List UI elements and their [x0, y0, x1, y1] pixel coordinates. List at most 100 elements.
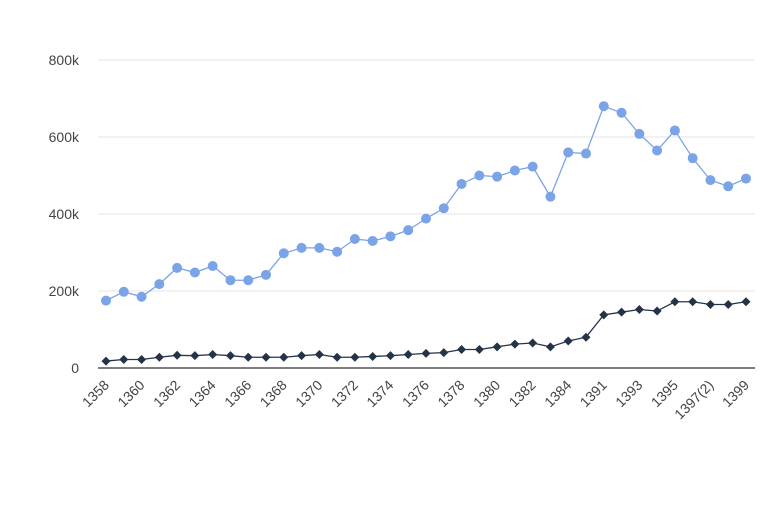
series-2: [101, 297, 751, 366]
data-point: [243, 352, 253, 362]
data-point: [705, 175, 716, 186]
data-point: [172, 262, 183, 273]
x-tick-label: 1360: [114, 377, 147, 410]
data-point: [261, 269, 271, 280]
data-point: [545, 191, 556, 202]
x-tick-label: 1368: [257, 377, 290, 410]
data-point: [581, 148, 591, 159]
data-point: [101, 295, 111, 306]
data-point: [137, 355, 147, 365]
data-point: [136, 291, 147, 302]
x-tick-label: 1358: [79, 377, 112, 410]
data-point: [421, 348, 431, 358]
data-point: [297, 351, 307, 361]
series-layer: [101, 101, 751, 366]
data-point: [670, 297, 680, 307]
data-point: [492, 171, 503, 182]
data-point: [190, 351, 200, 361]
data-point: [350, 352, 360, 362]
data-point: [616, 107, 627, 118]
x-tick-label: 1391: [577, 377, 610, 410]
data-point: [314, 350, 324, 360]
data-point: [189, 267, 200, 278]
x-tick-label: 1382: [505, 377, 538, 410]
data-point: [385, 231, 396, 242]
y-axis-tick-labels: 0 200k 400k 600k 800k: [49, 52, 80, 376]
x-tick-label: 1393: [612, 377, 645, 410]
data-point: [705, 299, 715, 309]
data-point: [439, 348, 449, 358]
data-point: [669, 125, 680, 136]
data-point: [207, 260, 218, 271]
data-point: [563, 336, 573, 346]
data-point: [741, 297, 751, 307]
data-point: [688, 297, 698, 307]
x-tick-label: 1366: [221, 377, 254, 410]
data-point: [563, 147, 574, 158]
data-point: [261, 352, 271, 362]
x-tick-label: 1370: [292, 377, 325, 410]
data-point: [101, 356, 111, 366]
data-point: [652, 145, 663, 156]
data-point: [119, 355, 129, 365]
data-point: [723, 181, 734, 192]
data-point: [652, 306, 662, 316]
data-point: [528, 338, 538, 348]
data-point: [581, 332, 591, 342]
data-point: [403, 350, 413, 360]
x-tick-label: 1380: [470, 377, 503, 410]
x-tick-label: 1376: [399, 377, 432, 410]
data-point: [154, 352, 164, 362]
data-point: [172, 350, 182, 360]
x-tick-label: 1384: [541, 377, 574, 410]
data-point: [367, 235, 378, 246]
data-point: [474, 170, 485, 181]
data-point: [492, 342, 502, 352]
data-point: [741, 173, 751, 184]
data-point: [403, 225, 414, 236]
data-point: [723, 299, 733, 309]
data-point: [438, 203, 449, 214]
x-tick-label: 1374: [363, 377, 396, 410]
x-tick-label: 1397(2): [671, 377, 716, 422]
data-point: [225, 275, 236, 286]
data-point: [296, 242, 307, 253]
data-point: [510, 339, 520, 349]
data-point: [368, 351, 378, 361]
data-point: [332, 352, 342, 362]
y-tick-label: 600k: [49, 129, 80, 145]
x-axis-tick-labels: 1358 1360 1362 1364 1366 1368 1370 1372 1374 1376…: [79, 377, 752, 423]
data-point: [385, 351, 395, 361]
y-tick-label: 400k: [49, 206, 80, 222]
x-tick-label: 1372: [328, 377, 361, 410]
y-tick-label: 800k: [49, 52, 80, 68]
x-tick-label: 1399: [719, 377, 752, 410]
data-point: [634, 128, 645, 139]
data-point: [598, 101, 609, 112]
data-point: [421, 213, 431, 224]
series-1: [101, 101, 751, 306]
data-point: [349, 234, 360, 245]
data-point: [243, 275, 254, 286]
x-tick-label: 1362: [150, 377, 183, 410]
data-point: [332, 246, 343, 257]
x-tick-label: 1364: [185, 377, 218, 410]
data-point: [118, 286, 129, 297]
data-point: [527, 161, 538, 172]
data-point: [208, 350, 218, 360]
grid-lines: [98, 59, 755, 292]
data-point: [634, 304, 644, 314]
data-point: [225, 351, 235, 361]
data-point: [314, 242, 325, 253]
data-point: [279, 352, 289, 362]
data-point: [509, 165, 520, 176]
series-line: [105, 105, 747, 302]
x-tick-label: 1378: [434, 377, 467, 410]
y-tick-label: 200k: [49, 283, 80, 299]
data-point: [456, 178, 467, 189]
data-point: [278, 248, 289, 259]
data-point: [474, 345, 484, 355]
data-point: [617, 307, 627, 317]
